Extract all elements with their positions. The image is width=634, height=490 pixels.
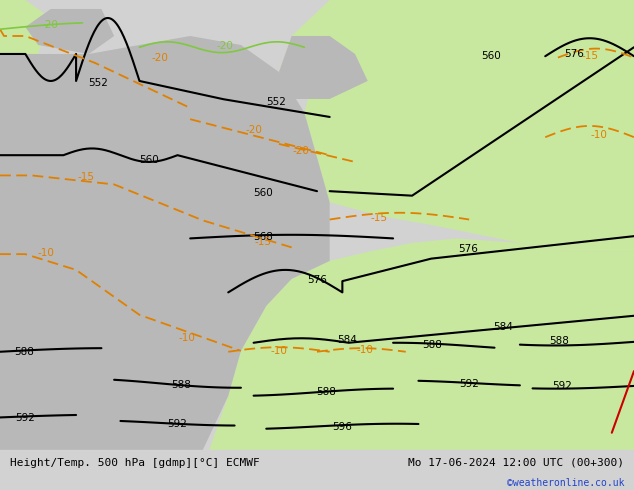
Text: ©weatheronline.co.uk: ©weatheronline.co.uk [507, 478, 624, 488]
Text: -15: -15 [255, 237, 271, 247]
Text: 596: 596 [332, 422, 353, 432]
Text: 584: 584 [493, 322, 513, 333]
Text: -20: -20 [152, 53, 168, 64]
Text: -10: -10 [179, 333, 195, 343]
Text: 568: 568 [253, 232, 273, 242]
Text: 588: 588 [316, 387, 337, 397]
Polygon shape [0, 36, 330, 450]
Text: Mo 17-06-2024 12:00 UTC (00+300): Mo 17-06-2024 12:00 UTC (00+300) [408, 458, 624, 467]
Text: -20: -20 [41, 20, 58, 30]
Text: 588: 588 [171, 380, 191, 390]
Polygon shape [279, 0, 431, 99]
Text: -10: -10 [37, 248, 54, 258]
Text: Height/Temp. 500 hPa [gdmp][°C] ECMWF: Height/Temp. 500 hPa [gdmp][°C] ECMWF [10, 458, 259, 467]
Text: -10: -10 [356, 345, 373, 355]
Text: -10: -10 [591, 130, 607, 140]
Text: -15: -15 [581, 51, 598, 61]
Polygon shape [203, 239, 634, 450]
Polygon shape [456, 0, 634, 54]
Text: -20: -20 [217, 41, 233, 51]
Text: 584: 584 [337, 335, 358, 345]
Text: 588: 588 [549, 336, 569, 346]
Text: 560: 560 [481, 51, 501, 61]
Text: 592: 592 [459, 379, 479, 389]
Text: -20: -20 [293, 146, 309, 156]
Text: 588: 588 [422, 340, 443, 349]
Text: 560: 560 [253, 188, 273, 197]
Polygon shape [0, 0, 51, 54]
Polygon shape [279, 36, 368, 99]
Text: -20: -20 [245, 124, 262, 135]
Text: -15: -15 [371, 213, 387, 223]
Text: 576: 576 [564, 49, 584, 59]
Polygon shape [304, 0, 634, 252]
Text: 552: 552 [266, 97, 286, 107]
Polygon shape [133, 58, 184, 81]
Text: -10: -10 [271, 346, 287, 356]
Text: 552: 552 [88, 78, 108, 88]
Text: 592: 592 [167, 419, 188, 429]
Polygon shape [25, 9, 114, 54]
Text: 588: 588 [14, 347, 34, 357]
Text: -15: -15 [77, 172, 94, 182]
Text: 560: 560 [139, 155, 159, 165]
Text: 592: 592 [15, 414, 36, 423]
Polygon shape [171, 108, 228, 162]
Text: 592: 592 [552, 381, 572, 391]
Text: 576: 576 [307, 275, 327, 285]
Text: 576: 576 [458, 244, 478, 254]
